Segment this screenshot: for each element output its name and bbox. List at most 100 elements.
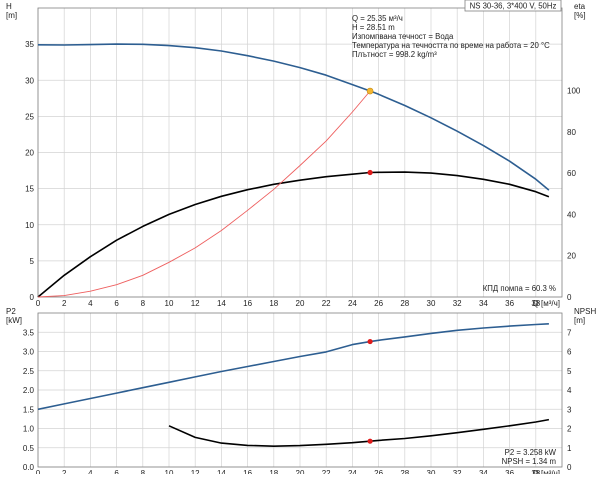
series-line-0 — [37, 323, 549, 411]
x-tick-label: 6 — [114, 469, 119, 474]
y-right-tick-label: 100 — [567, 87, 581, 96]
y-right-tick-label: 7 — [567, 328, 572, 337]
x-tick-label: 36 — [505, 469, 514, 474]
y-right-axis-unit: [m] — [574, 316, 585, 325]
x-tick-label: 8 — [141, 469, 146, 474]
y-left-tick-label: 35 — [25, 40, 34, 49]
y-left-axis-unit: [kW] — [6, 316, 22, 325]
x-tick-label: 20 — [296, 299, 305, 308]
info-line: Температура на течността по време на раб… — [352, 41, 550, 50]
duty-point-marker-1 — [367, 438, 373, 444]
series-line-1 — [168, 418, 550, 447]
y-right-tick-label: 0 — [567, 293, 572, 302]
x-tick-label: 10 — [165, 299, 174, 308]
efficiency-annotation: КПД помпа = 60.3 % — [483, 284, 556, 293]
info-line: NPSH = 1.34 m — [502, 457, 556, 466]
plot-frame — [37, 7, 563, 298]
y-left-tick-label: 3.5 — [23, 328, 35, 337]
x-tick-label: 22 — [322, 469, 331, 474]
y-left-tick-label: 30 — [25, 76, 34, 85]
y-left-axis-label: P2 — [6, 307, 16, 316]
y-left-tick-label: 0.5 — [23, 444, 35, 453]
info-line: H = 28.51 m — [352, 23, 395, 32]
x-tick-label: 14 — [217, 469, 226, 474]
y-left-tick-label: 1.5 — [23, 405, 35, 414]
series-line-2 — [37, 90, 371, 298]
y-left-tick-label: 20 — [25, 149, 34, 158]
x-tick-label: 34 — [479, 469, 488, 474]
y-right-axis-unit: [%] — [574, 11, 586, 20]
x-tick-label: 32 — [453, 299, 462, 308]
y-left-axis-label: H — [6, 2, 12, 11]
x-tick-label: 14 — [217, 299, 226, 308]
x-tick-label: 16 — [243, 299, 252, 308]
x-axis-label: Q [м³/ч] — [533, 299, 560, 308]
y-left-tick-label: 0 — [30, 293, 35, 302]
y-right-tick-label: 40 — [567, 210, 576, 219]
x-tick-label: 18 — [269, 299, 278, 308]
y-right-axis-label: eta — [574, 2, 586, 11]
x-tick-label: 24 — [348, 469, 357, 474]
x-tick-label: 16 — [243, 469, 252, 474]
y-right-tick-label: 5 — [567, 367, 572, 376]
info-line: Плътност = 998.2 kg/m³ — [352, 50, 437, 59]
x-tick-label: 0 — [36, 469, 41, 474]
x-tick-label: 22 — [322, 299, 331, 308]
info-line: P2 = 3.258 kW — [505, 448, 557, 457]
x-tick-label: 4 — [88, 299, 93, 308]
y-right-axis-label: NPSH — [574, 307, 596, 316]
x-tick-label: 32 — [453, 469, 462, 474]
x-tick-label: 34 — [479, 299, 488, 308]
y-right-tick-label: 0 — [567, 463, 572, 472]
y-right-tick-label: 6 — [567, 348, 572, 357]
y-left-tick-label: 5 — [30, 257, 35, 266]
x-tick-label: 2 — [62, 469, 67, 474]
info-line: Изпомпвана течност = Вода — [352, 32, 454, 41]
x-tick-label: 38 — [531, 299, 540, 308]
y-left-tick-label: 1.0 — [23, 425, 35, 434]
x-tick-label: 2 — [62, 299, 67, 308]
y-left-tick-label: 0.0 — [23, 463, 35, 472]
x-tick-label: 28 — [400, 469, 409, 474]
x-tick-label: 20 — [296, 469, 305, 474]
y-right-tick-label: 80 — [567, 128, 576, 137]
x-tick-label: 6 — [114, 299, 119, 308]
x-axis-label: Q [м³/ч] — [533, 469, 560, 474]
y-left-tick-label: 2.5 — [23, 367, 35, 376]
y-left-tick-label: 25 — [25, 112, 34, 121]
y-right-tick-label: 3 — [567, 405, 572, 414]
info-line: Q = 25.35 м³/ч — [352, 14, 403, 23]
series-line-1 — [37, 171, 550, 298]
x-tick-label: 12 — [191, 299, 200, 308]
x-tick-label: 36 — [505, 299, 514, 308]
y-right-tick-label: 4 — [567, 386, 572, 395]
y-right-tick-label: 2 — [567, 425, 572, 434]
y-left-tick-label: 2.0 — [23, 386, 35, 395]
x-tick-label: 10 — [165, 469, 174, 474]
chart-title: NS 30-36, 3*400 V, 50Hz — [470, 2, 557, 11]
y-right-tick-label: 1 — [567, 444, 572, 453]
x-tick-label: 18 — [269, 469, 278, 474]
x-tick-label: 30 — [427, 469, 436, 474]
x-tick-label: 28 — [400, 299, 409, 308]
eta-point-marker — [367, 169, 373, 176]
y-right-tick-label: 20 — [567, 252, 576, 261]
x-tick-label: 26 — [374, 299, 383, 308]
x-tick-label: 0 — [36, 299, 41, 308]
y-left-tick-label: 10 — [25, 221, 34, 230]
title-box — [464, 0, 562, 12]
y-left-tick-label: 15 — [25, 185, 34, 194]
x-tick-label: 12 — [191, 469, 200, 474]
y-right-tick-label: 60 — [567, 169, 576, 178]
y-left-tick-label: 3.0 — [23, 348, 35, 357]
plot-frame — [37, 312, 563, 468]
duty-point-marker-0 — [367, 338, 373, 345]
x-tick-label: 26 — [374, 469, 383, 474]
x-tick-label: 24 — [348, 299, 357, 308]
y-left-axis-unit: [m] — [6, 11, 17, 20]
x-tick-label: 4 — [88, 469, 93, 474]
series-line-0 — [37, 43, 550, 191]
x-tick-label: 30 — [427, 299, 436, 308]
